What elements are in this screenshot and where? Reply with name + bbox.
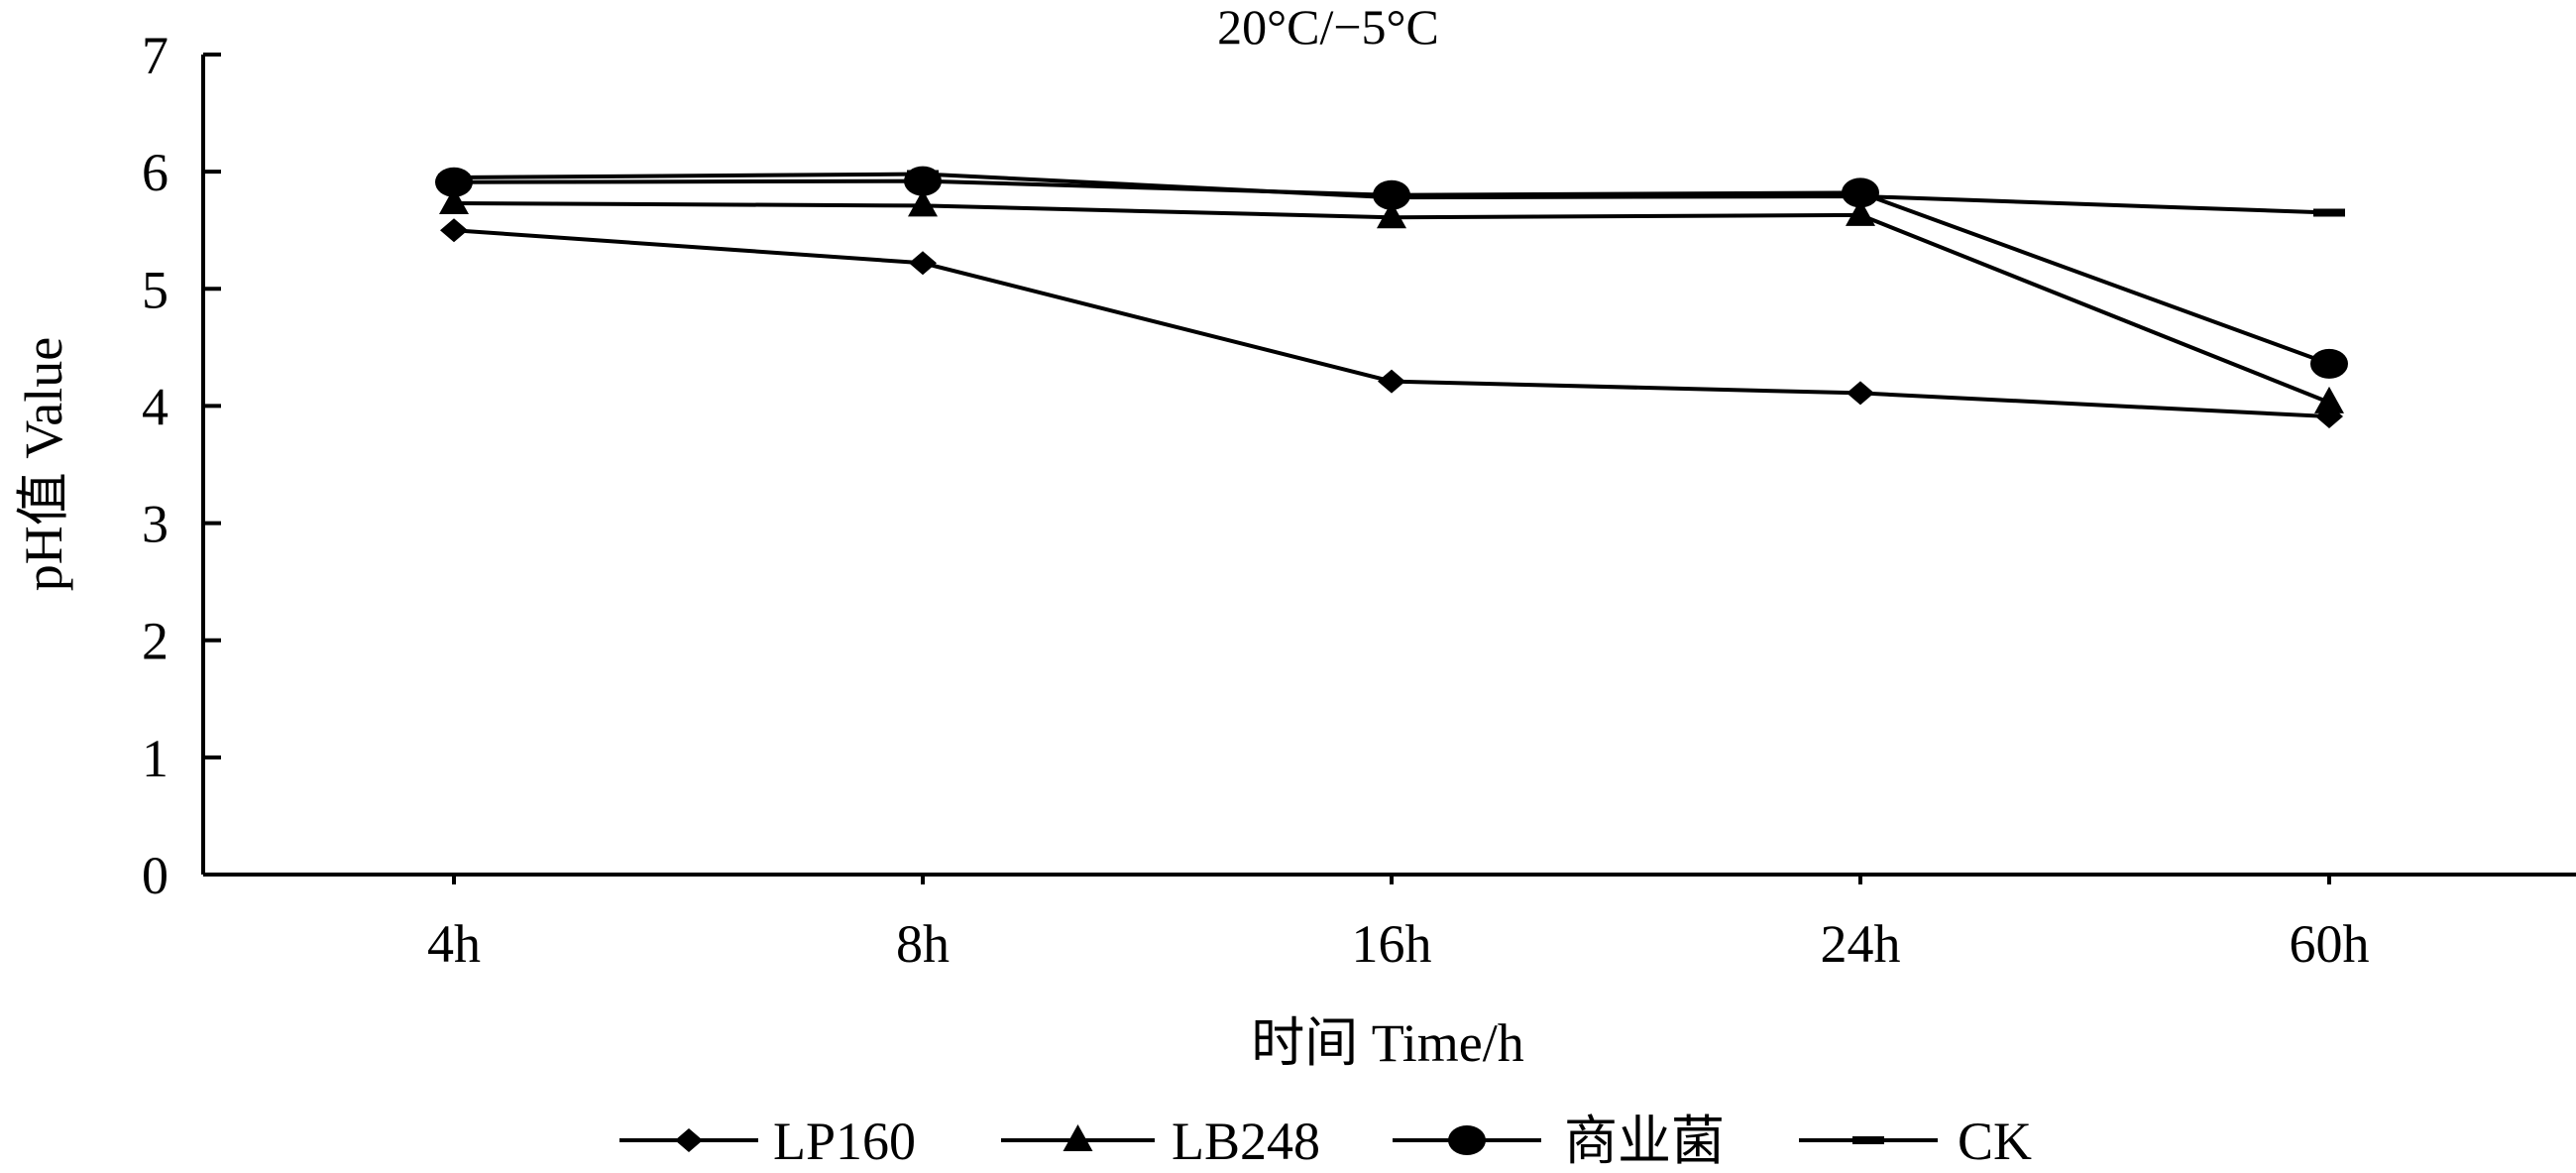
data-point (438, 174, 470, 182)
y-tick-label: 7 (142, 26, 168, 85)
legend-item: LP160 (619, 1112, 916, 1171)
chart-title: 20°C/−5°C (1217, 0, 1439, 55)
data-point (1377, 201, 1406, 229)
series-1 (439, 187, 2344, 413)
data-point (2314, 386, 2344, 413)
x-ticks: 4h 8h 16h 24h 60h (427, 875, 2370, 974)
x-tick-label: 60h (2290, 914, 2370, 974)
data-point (440, 218, 468, 243)
legend-item: 商业菌 (1393, 1112, 1725, 1171)
legend-item: LB248 (1001, 1112, 1320, 1171)
series-layer (435, 166, 2348, 429)
data-point (1376, 193, 1407, 202)
data-point (1845, 191, 1876, 200)
legend-marker (1063, 1124, 1093, 1151)
data-point (1847, 381, 1874, 406)
data-point (2313, 208, 2345, 217)
y-tick-label: 1 (142, 729, 168, 788)
x-tick-label: 16h (1352, 914, 1432, 974)
x-tick-label: 24h (1821, 914, 1901, 974)
legend-marker (1852, 1136, 1884, 1144)
y-tick-label: 4 (142, 377, 168, 436)
y-tick-label: 0 (142, 846, 168, 905)
y-tick-label: 5 (142, 260, 168, 319)
data-point (2310, 348, 2348, 379)
data-point (907, 170, 939, 178)
legend-label: CK (1958, 1112, 2032, 1171)
data-point (909, 251, 937, 276)
x-axis-title: 时间 Time/h (1251, 1013, 1524, 1073)
legend-marker (1448, 1125, 1486, 1155)
y-tick-label: 2 (142, 612, 168, 671)
y-axis-title: pH值 Value (14, 337, 73, 591)
x-tick-label: 4h (427, 914, 481, 974)
legend: LP160 LB248 商业菌 CK (619, 1112, 2032, 1171)
data-point (1378, 369, 1405, 394)
series-3 (438, 170, 2345, 217)
legend-marker (675, 1128, 703, 1152)
legend-item: CK (1799, 1112, 2032, 1171)
legend-label: LP160 (773, 1112, 916, 1171)
data-point (908, 189, 938, 217)
y-ticks: 0 1 2 3 4 5 6 7 (142, 26, 221, 905)
x-tick-label: 8h (896, 914, 950, 974)
data-point (435, 167, 473, 197)
series-0 (440, 218, 2343, 429)
data-point (1846, 198, 1875, 226)
legend-label: LB248 (1172, 1112, 1320, 1171)
y-tick-label: 3 (142, 495, 168, 554)
y-tick-label: 6 (142, 143, 168, 202)
data-point (439, 187, 469, 215)
legend-label: 商业菌 (1564, 1112, 1725, 1171)
